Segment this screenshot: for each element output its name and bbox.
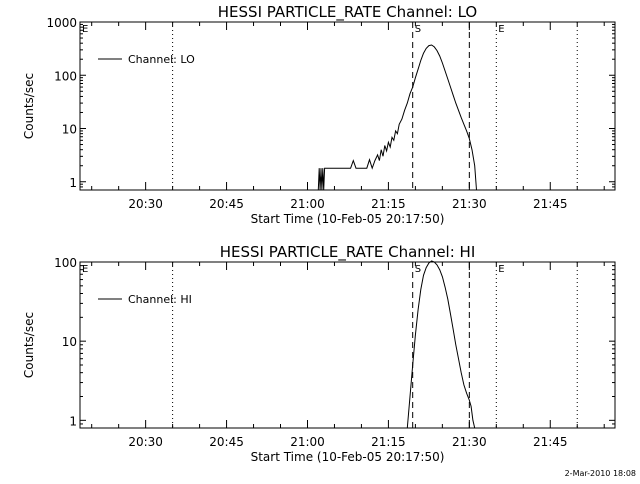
- y-tick-label: 100: [54, 69, 77, 83]
- marker-label: S: [415, 264, 421, 275]
- x-axis-label: Start Time (10-Feb-05 20:17:50): [251, 212, 445, 226]
- marker-label: S: [415, 24, 421, 35]
- y-tick-label: 10: [62, 123, 77, 137]
- x-tick-label: 20:45: [209, 197, 244, 211]
- series-line: [406, 260, 476, 429]
- y-axis-label: Counts/sec: [22, 73, 36, 139]
- y-tick-label: 1: [69, 414, 77, 428]
- x-tick-label: 21:30: [452, 435, 487, 449]
- chart-title: HESSI PARTICLE_RATE Channel: HI: [220, 243, 476, 262]
- chart-title: HESSI PARTICLE_RATE Channel: LO: [218, 3, 477, 22]
- y-tick-label: 1000: [46, 16, 77, 30]
- marker-label: E: [82, 264, 88, 275]
- chart-panel-2: HESSI PARTICLE_RATE Channel: HI 1 10 100 20:…: [22, 243, 616, 464]
- x-tick-label: 20:45: [209, 435, 244, 449]
- marker-label: E: [498, 264, 504, 275]
- marker-label: E: [82, 24, 88, 35]
- x-tick-label: 20:30: [128, 435, 163, 449]
- x-tick-label: 21:45: [533, 197, 568, 211]
- legend-label: Channel: LO: [128, 53, 195, 66]
- x-tick-label: 21:00: [290, 435, 325, 449]
- x-tick-label: 20:30: [128, 197, 163, 211]
- legend-label: Channel: HI: [128, 293, 192, 306]
- x-axis-label: Start Time (10-Feb-05 20:17:50): [251, 450, 445, 464]
- y-tick-label: 10: [62, 335, 77, 349]
- y-axis-label: Counts/sec: [22, 312, 36, 378]
- y-tick-label: 100: [54, 256, 77, 270]
- footer-timestamp: 2-Mar-2010 18:08: [565, 469, 636, 478]
- marker-label: E: [498, 24, 504, 35]
- chart-panel-1: HESSI PARTICLE_RATE Channel: LO 1 10 100 100…: [22, 3, 616, 226]
- y-tick-label: 1: [69, 176, 77, 190]
- series-line: [317, 44, 477, 191]
- x-tick-label: 21:30: [452, 197, 487, 211]
- x-tick-label: 21:00: [290, 197, 325, 211]
- x-tick-label: 21:45: [533, 435, 568, 449]
- x-tick-label: 21:15: [371, 435, 406, 449]
- x-tick-label: 21:15: [371, 197, 406, 211]
